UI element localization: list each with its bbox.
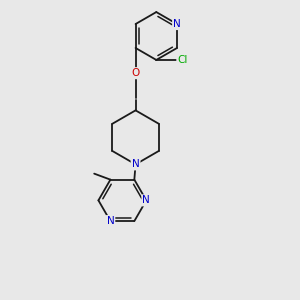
Text: Cl: Cl xyxy=(178,55,188,65)
Text: N: N xyxy=(106,216,114,226)
Text: N: N xyxy=(132,159,140,170)
Text: N: N xyxy=(173,19,181,29)
Text: O: O xyxy=(131,68,140,78)
Text: N: N xyxy=(142,195,150,206)
